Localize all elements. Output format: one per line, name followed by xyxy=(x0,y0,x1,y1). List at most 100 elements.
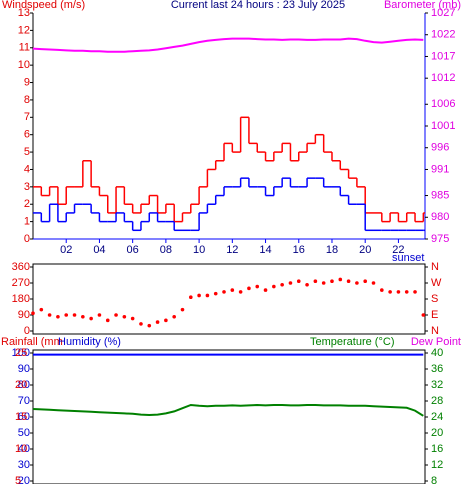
yticks-label: 0 xyxy=(24,233,30,245)
y2ticks-label: 40 xyxy=(431,347,443,359)
direction-point xyxy=(139,322,143,326)
y2ticks-label: 996 xyxy=(431,142,449,154)
y2ticks-label: 28 xyxy=(431,395,443,407)
yticks-label: 70 xyxy=(18,395,30,407)
y2ticks-label: 1017 xyxy=(431,50,455,62)
direction-point xyxy=(122,314,127,319)
yticks-label: 270 xyxy=(12,277,30,289)
direction-point xyxy=(155,320,160,324)
y2ticks-label: S xyxy=(431,293,438,305)
direction-point xyxy=(321,281,326,285)
x-tick-label: 14 xyxy=(259,244,271,256)
direction-point xyxy=(39,307,44,312)
y2ticks-label: 32 xyxy=(431,379,443,391)
dew-point-label: Dew Point xyxy=(411,336,461,348)
y2ticks-label: 36 xyxy=(431,363,443,375)
direction-point xyxy=(255,284,260,289)
yticks-label: 13 xyxy=(18,7,30,19)
y3ticks-label: 25 xyxy=(15,347,27,359)
yticks-label: 8 xyxy=(24,94,30,106)
direction-point xyxy=(363,279,368,284)
x-tick-label: 02 xyxy=(60,244,72,256)
y2ticks-label: N xyxy=(431,261,439,273)
direction-point xyxy=(396,290,401,294)
direction-point xyxy=(346,279,351,284)
y2ticks-label: 1022 xyxy=(431,29,455,41)
direction-point xyxy=(421,313,426,317)
y2ticks-label: 980 xyxy=(431,211,449,223)
x-tick-label: 18 xyxy=(326,244,338,256)
direction-point xyxy=(31,311,35,316)
x-tick-label: 16 xyxy=(293,244,305,256)
direction-point xyxy=(72,313,77,317)
direction-point xyxy=(296,279,301,284)
direction-point xyxy=(89,316,93,321)
direction-point xyxy=(130,316,135,321)
windspeed-label: Windspeed (m/s) xyxy=(2,0,85,11)
direction-point xyxy=(238,290,243,294)
direction-point xyxy=(313,279,318,284)
yticks-label: 50 xyxy=(18,427,30,439)
direction-point xyxy=(205,293,210,298)
direction-point xyxy=(413,290,417,294)
x-tick-label: 04 xyxy=(93,244,105,256)
y3ticks-label: 10 xyxy=(15,443,27,455)
y2ticks-label: 991 xyxy=(431,163,449,175)
yticks-label: 6 xyxy=(24,129,30,141)
y2ticks-label: W xyxy=(431,277,442,289)
y2ticks-label: 1006 xyxy=(431,98,455,110)
direction-point xyxy=(114,313,118,317)
series-line xyxy=(32,403,424,417)
panel-frame xyxy=(32,263,426,335)
direction-point xyxy=(188,295,193,300)
direction-point xyxy=(164,318,168,323)
direction-point xyxy=(404,290,409,294)
yticks-label: 12 xyxy=(18,24,30,36)
temperature-label: Temperature (°C) xyxy=(310,336,394,348)
direction-point xyxy=(180,307,185,312)
yticks-label: 2 xyxy=(24,198,30,210)
y2ticks-label: 1001 xyxy=(431,120,455,132)
direction-point xyxy=(263,288,268,292)
y2ticks-label: 8 xyxy=(431,475,437,484)
rainfall-label: Rainfall (mm xyxy=(1,336,63,348)
y2ticks-label: 16 xyxy=(431,443,443,455)
direction-point xyxy=(213,291,218,296)
direction-point xyxy=(371,281,376,285)
y2ticks-label: 985 xyxy=(431,189,449,201)
y2ticks-label: 1012 xyxy=(431,72,455,84)
direction-point xyxy=(272,284,276,289)
direction-point xyxy=(388,290,392,294)
yticks-label: 100 xyxy=(12,347,30,359)
direction-point xyxy=(330,279,334,284)
direction-point xyxy=(247,286,251,291)
sunset-label: sunset xyxy=(392,252,424,264)
x-tick-label: 08 xyxy=(160,244,172,256)
chart-title: Current last 24 hours : 23 July 2025 xyxy=(171,0,345,11)
yticks-label: 10 xyxy=(18,59,30,71)
x-tick-label: 22 xyxy=(392,244,404,256)
barometer-label: Barometer (mb) xyxy=(384,0,461,11)
y2ticks-label: N xyxy=(431,325,439,337)
yticks-label: 90 xyxy=(18,363,30,375)
direction-point xyxy=(355,281,359,285)
y2ticks-label: E xyxy=(431,309,438,321)
direction-point xyxy=(380,288,384,292)
y3ticks-label: 5 xyxy=(15,475,21,484)
direction-point xyxy=(97,313,102,317)
yticks-label: 20 xyxy=(18,475,30,484)
direction-point xyxy=(81,314,85,319)
direction-point xyxy=(197,293,201,298)
direction-point xyxy=(172,314,176,319)
panel-frame xyxy=(32,349,426,484)
x-tick-label: 06 xyxy=(127,244,139,256)
yticks-label: 11 xyxy=(19,42,30,54)
direction-point xyxy=(230,288,235,292)
direction-point xyxy=(338,277,343,282)
y2ticks-label: 12 xyxy=(431,459,443,471)
y2ticks-label: 24 xyxy=(431,411,443,423)
direction-point xyxy=(280,282,284,287)
yticks-label: 7 xyxy=(24,111,30,123)
yticks-label: 5 xyxy=(24,146,30,158)
